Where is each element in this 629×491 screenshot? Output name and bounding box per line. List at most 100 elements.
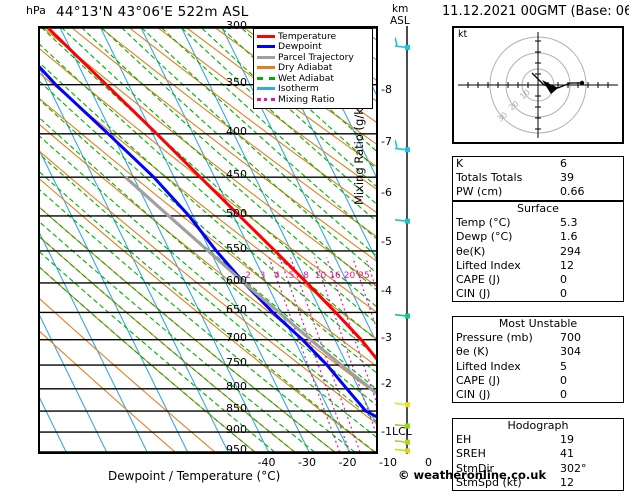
- mixing-ratio-label: 10: [315, 271, 327, 281]
- dry-adiabat-line: [40, 266, 256, 452]
- table-row-label: Pressure (mb): [456, 331, 533, 345]
- most-unstable-table: Most Unstable Pressure (mb) 700 θe (K) 304 Li…: [452, 316, 624, 404]
- table-row: Lifted Index 5: [453, 360, 623, 374]
- hodograph-trace: [531, 72, 582, 89]
- wind-barb: [395, 448, 410, 454]
- pressure-tick-label: 400: [226, 124, 247, 138]
- wet-adiabat-line: [40, 135, 376, 422]
- height-tick-label: -4: [381, 283, 392, 297]
- table-row-value: 5.3: [560, 216, 578, 230]
- wet-adiabat-line: [40, 236, 296, 452]
- temperature-tick-label: 0: [424, 456, 432, 469]
- isotherm-line: [100, 28, 310, 452]
- table-row: θe(K) 294: [453, 245, 623, 259]
- table-row-label: CAPE (J): [456, 373, 501, 387]
- wet-adiabat-line: [40, 99, 376, 390]
- hodograph-panel[interactable]: 10 20 30: [452, 26, 624, 144]
- height-asl-label: ASL: [390, 15, 410, 27]
- legend-label: Isotherm: [278, 83, 319, 95]
- table-row-value: 0: [560, 387, 567, 401]
- table-row-value: 294: [560, 244, 581, 258]
- mixing-ratio-label: 16: [329, 271, 341, 281]
- legend-swatch: [257, 55, 275, 59]
- table-row: Pressure (mb) 700: [453, 331, 623, 345]
- hodograph-endpoint: [579, 80, 585, 86]
- dry-adiabat-line: [157, 28, 376, 190]
- temperature-tick-label: -30: [298, 456, 317, 469]
- table-row-label: K: [456, 157, 464, 170]
- table-row: PW (cm) 0.66: [453, 185, 623, 199]
- wet-adiabat-line: [40, 189, 356, 452]
- indices-table: K 6 Totals Totals 39 PW (cm) 0.66: [452, 156, 624, 201]
- wet-adiabat-line: [40, 117, 376, 406]
- wind-barb: [395, 402, 410, 408]
- legend-item: Temperature: [257, 31, 369, 42]
- dry-adiabat-line: [40, 124, 376, 395]
- dry-adiabat-line: [40, 178, 375, 452]
- pressure-tick-label: 350: [226, 75, 247, 89]
- table-row-label: θe(K): [456, 244, 486, 258]
- wind-barb: [395, 218, 410, 224]
- mixing-ratio-label: 8: [303, 271, 309, 281]
- temperature-tick-label: -10: [379, 456, 397, 469]
- table-row-label: PW (cm): [456, 185, 503, 199]
- table-row-value: 302°: [560, 461, 587, 475]
- legend-item: Mixing Ratio: [257, 94, 369, 105]
- dry-adiabat-line: [71, 28, 376, 262]
- isotherm-line: [40, 67, 229, 452]
- pressure-tick-label: 700: [226, 330, 247, 344]
- wind-barb: [395, 37, 410, 50]
- table-row: Dewp (°C) 1.6: [453, 230, 623, 244]
- legend-label: Mixing Ratio: [278, 93, 335, 105]
- dry-adiabat-line: [40, 151, 376, 424]
- table-row-value: 12: [560, 475, 574, 489]
- dry-adiabat-line: [129, 28, 376, 213]
- table-row-label: θe (K): [456, 345, 489, 359]
- x-axis-title: Dewpoint / Temperature (°C): [108, 469, 281, 483]
- height-tick-label: -2: [381, 377, 392, 391]
- legend-swatch: [257, 34, 275, 38]
- wet-adiabat-line: [101, 28, 376, 274]
- height-tick-label: -7: [381, 134, 392, 148]
- table-row-value: 0: [560, 373, 567, 387]
- isotherm-line: [181, 28, 376, 425]
- legend-item: Wet Adiabat: [257, 73, 369, 84]
- parcel-trajectory-curve: [124, 175, 376, 395]
- datetime-title: 11.12.2021 00GMT (Base: 06): [442, 4, 629, 19]
- table-row: Totals Totals 39: [453, 171, 623, 185]
- surface-table: Surface Temp (°C) 5.3 Dewp (°C) 1.6 θe(K) 294 L…: [452, 201, 624, 303]
- table-row-label: StmDir: [456, 461, 495, 475]
- legend-label: Wet Adiabat: [278, 72, 334, 84]
- pressure-tick-label: 850: [226, 402, 247, 416]
- table-row-value: 12: [560, 258, 574, 272]
- skewt-plot[interactable]: 2 3 4 5 8 10 16 20 25: [38, 26, 378, 454]
- table-row-label: Totals Totals: [456, 171, 523, 185]
- wet-adiabat-line: [40, 171, 376, 452]
- height-tick-label: -5: [381, 235, 392, 249]
- wind-barb: [395, 439, 410, 445]
- table-row: StmDir 302°: [453, 462, 623, 476]
- mixing-ratio-label: 25: [358, 271, 369, 281]
- table-row: θe (K) 304: [453, 345, 623, 359]
- isotherm-line: [40, 315, 108, 452]
- table-row-label: Lifted Index: [456, 359, 521, 373]
- wet-adiabat-line: [40, 43, 376, 341]
- dry-adiabat-line: [100, 28, 376, 237]
- legend-item: Dry Adiabat: [257, 63, 369, 74]
- table-row-value: 19: [560, 433, 574, 447]
- legend-item: Dewpoint: [257, 42, 369, 53]
- wet-adiabat-line: [81, 28, 376, 291]
- mixing-ratio-label: 3: [260, 271, 266, 281]
- table-row-value: 304: [560, 345, 581, 359]
- isotherm-line: [59, 28, 270, 452]
- table-heading: Most Unstable: [498, 317, 578, 330]
- legend-item: Parcel Trajectory: [257, 52, 369, 63]
- table-row: SREH 41: [453, 447, 623, 461]
- dewpoint-curve: [40, 65, 376, 419]
- table-row-label: Dewp (°C): [456, 230, 513, 244]
- pressure-tick-label: 450: [226, 168, 247, 182]
- wind-barb: [395, 139, 410, 153]
- table-row-value: 6: [560, 157, 567, 170]
- pressure-tick-label: 750: [226, 356, 247, 370]
